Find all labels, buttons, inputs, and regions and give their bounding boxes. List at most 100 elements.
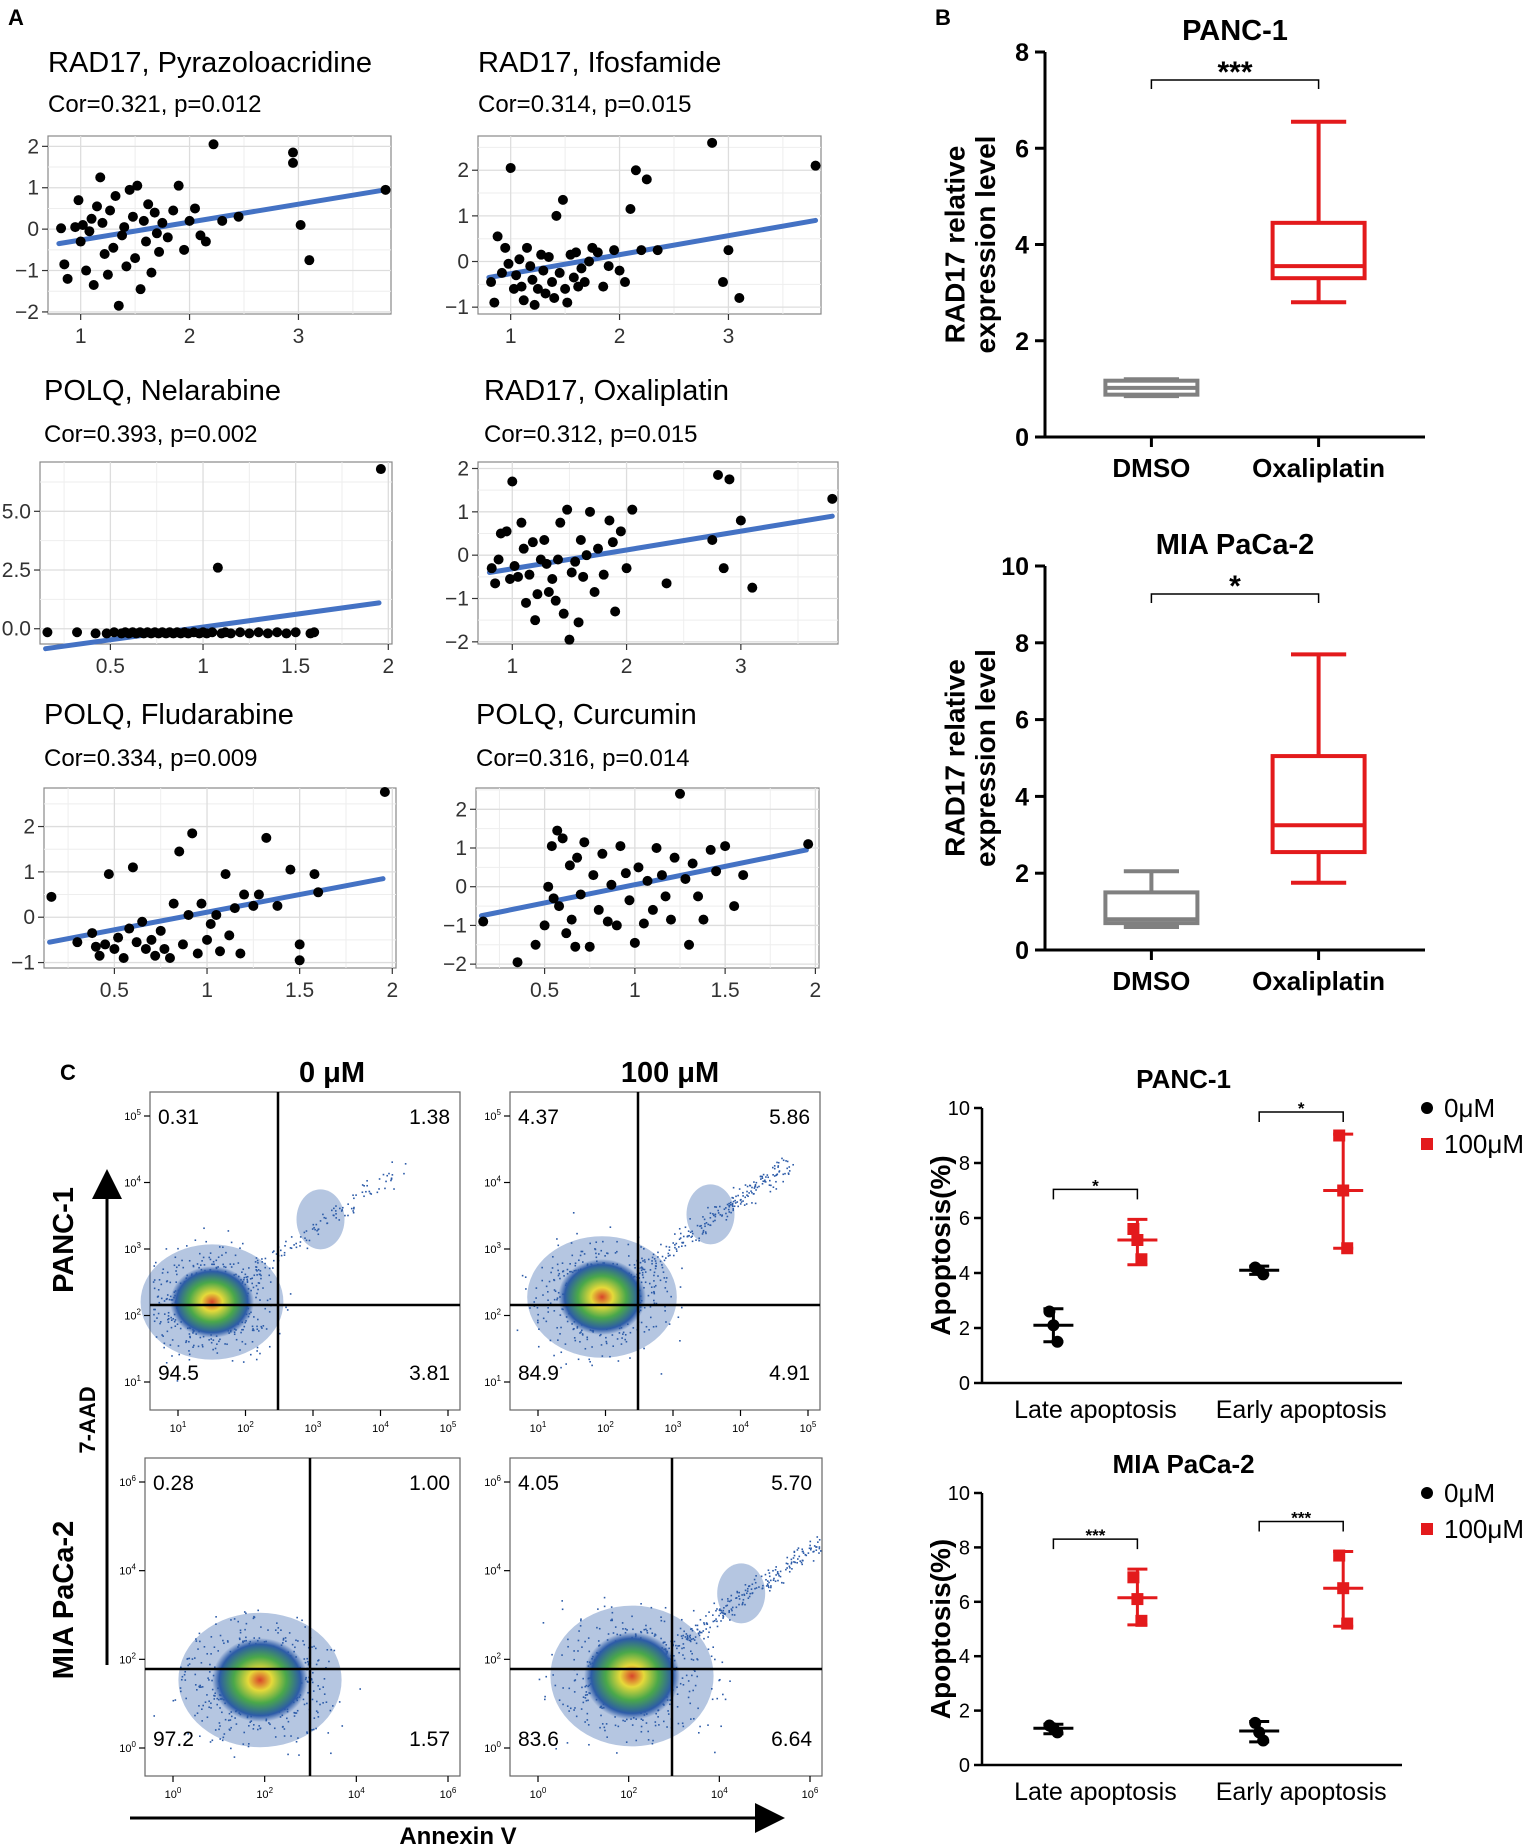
flow-event-dot: [293, 1715, 296, 1717]
flow-event-dot: [643, 1248, 645, 1250]
flow-event-dot: [728, 1211, 731, 1213]
flow-event-dot: [352, 1207, 355, 1210]
flow-event-dot: [190, 1744, 193, 1746]
flow-plot-frame: [509, 1091, 821, 1411]
flow-event-dot: [657, 1716, 659, 1718]
flow-event-dot: [685, 1633, 688, 1635]
flow-event-dot: [703, 1623, 706, 1626]
flow-event-dot: [570, 1242, 573, 1244]
flow-event-dot: [761, 1182, 764, 1185]
flow-event-dot: [257, 1609, 259, 1612]
data-point: [629, 937, 640, 948]
flow-event-dot: [649, 1269, 652, 1271]
x-tick-label: 2: [621, 655, 633, 678]
flow-event-dot: [566, 1320, 569, 1323]
flow-event-dot: [611, 1618, 613, 1621]
flow-event-dot: [690, 1718, 692, 1720]
x-tick-label: 1: [506, 655, 518, 678]
flow-event-dot: [170, 1326, 173, 1329]
flow-event-dot: [209, 1663, 211, 1666]
flow-event-dot: [786, 1167, 788, 1170]
flow-event-dot: [217, 1650, 220, 1652]
data-point: [288, 157, 298, 168]
flow-event-dot: [620, 1343, 623, 1345]
flow-event-dot: [243, 1611, 246, 1613]
flow-event-dot: [798, 1555, 801, 1558]
data-point: [174, 846, 185, 857]
data-point: [217, 215, 228, 226]
boxplot-miapaca2: MIA PaCa-2 RAD17 relativeexpression leve…: [939, 529, 1425, 996]
flow-event-dot: [597, 1640, 600, 1642]
data-point: [187, 828, 198, 839]
flow-event-dot: [181, 1259, 183, 1262]
flow-event-dot: [686, 1638, 689, 1641]
flow-event-dot: [245, 1636, 247, 1639]
flow-event-dot: [252, 1728, 255, 1730]
flow-density-core: [558, 1259, 646, 1335]
data-point: [547, 574, 558, 584]
flow-event-dot: [672, 1254, 675, 1257]
flow-event-dot: [294, 1712, 296, 1714]
data-point: [285, 864, 296, 875]
flow-event-dot: [781, 1581, 783, 1584]
flow-event-dot: [390, 1179, 392, 1182]
data-point: [680, 873, 691, 884]
y-tick-label: 0: [23, 906, 35, 929]
flow-event-dot: [632, 1628, 634, 1631]
data-point: [184, 215, 195, 226]
flow-event-dot: [764, 1179, 766, 1182]
data-point: [88, 280, 99, 291]
flow-event-dot: [606, 1736, 608, 1738]
flow-event-dot: [744, 1589, 747, 1592]
flow-event-dot: [212, 1260, 215, 1263]
data-point: [803, 839, 814, 850]
flow-event-dot: [701, 1233, 704, 1235]
flow-event-dot: [704, 1231, 707, 1233]
data-point: [615, 526, 626, 537]
flow-event-dot: [689, 1702, 692, 1705]
significance-bracket: [1052, 1188, 1139, 1200]
flow-event-dot: [295, 1246, 298, 1249]
flow-event-dot: [256, 1274, 258, 1276]
flow-event-dot: [302, 1640, 304, 1642]
flow-event-dot: [711, 1698, 714, 1701]
scatter-polq-curcumin: POLQ, Curcumin Cor=0.316, p=0.014 0.5 1 1.…: [443, 699, 821, 1002]
flow-event-dot: [651, 1256, 654, 1259]
quadrant-lr-value: 4.91: [769, 1362, 810, 1385]
flow-event-dot: [767, 1176, 770, 1179]
flow-event-dot: [702, 1231, 704, 1234]
flow-event-dot: [728, 1204, 730, 1207]
flow-event-dot: [758, 1586, 760, 1588]
data-point: [684, 939, 695, 950]
flow-event-dot: [638, 1272, 641, 1275]
data-point: [609, 245, 620, 256]
flow-event-dot: [216, 1703, 218, 1706]
flow-event-dot: [201, 1344, 204, 1346]
flow-event-dot: [282, 1725, 284, 1728]
quadrant-ur-value: 5.70: [771, 1472, 812, 1495]
flow-event-dot: [673, 1640, 676, 1643]
flow-event-dot: [793, 1554, 796, 1557]
flow-event-dot: [172, 1699, 175, 1702]
flow-event-dot: [786, 1567, 788, 1569]
flow-event-dot: [178, 1264, 180, 1267]
flow-x-tick-label: 103: [305, 1420, 322, 1435]
flow-event-dot: [784, 1172, 786, 1175]
flow-event-dot: [535, 1297, 537, 1299]
scatter-title: RAD17, Oxaliplatin: [484, 375, 729, 407]
flow-event-dot: [644, 1271, 647, 1273]
flow-event-dot: [200, 1662, 203, 1664]
data-point: [511, 270, 522, 281]
flow-event-dot: [192, 1265, 195, 1268]
flow-event-dot: [801, 1559, 804, 1562]
flow-event-dot: [655, 1262, 657, 1265]
flow-event-dot: [683, 1646, 685, 1649]
flow-event-dot: [776, 1571, 779, 1573]
x-tick-label: 1: [629, 979, 641, 1002]
flow-event-dot: [712, 1213, 714, 1215]
flow-event-dot: [314, 1228, 316, 1231]
flow-event-dot: [568, 1687, 571, 1690]
flow-event-dot: [702, 1216, 704, 1218]
flow-event-dot: [334, 1210, 337, 1212]
